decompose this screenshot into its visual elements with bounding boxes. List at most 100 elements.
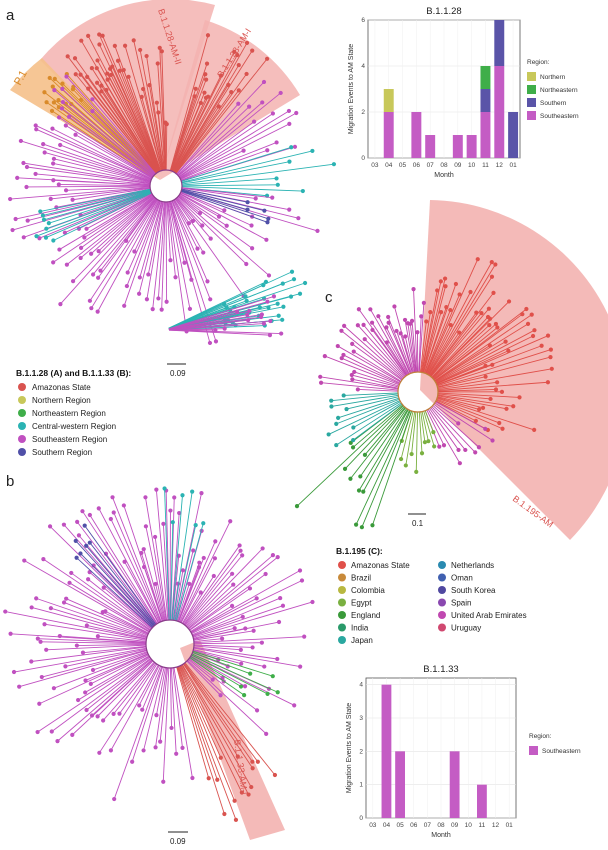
tree-branch [352, 403, 403, 441]
tree-branch [424, 410, 434, 433]
tree-branch [87, 578, 152, 630]
tree-tip [195, 246, 200, 251]
tree-branch [177, 196, 270, 276]
tree-tip [310, 599, 315, 605]
tree-branch [23, 162, 151, 184]
tree-branch [171, 200, 211, 300]
tree-tip [504, 406, 509, 411]
tree-branch [98, 196, 155, 252]
tree-branch [166, 201, 171, 261]
tree-branch [170, 667, 177, 754]
tree-branch [388, 322, 411, 374]
tree-branch [39, 191, 152, 239]
tree-branch [35, 173, 151, 185]
tree-tip [21, 160, 26, 166]
tree-branch [433, 308, 527, 381]
tree-tip [265, 220, 270, 225]
tree-branch [434, 314, 532, 382]
tree-tip [235, 52, 240, 58]
tree-branch [76, 557, 153, 629]
tree-branch [192, 601, 313, 638]
tree-tip [356, 488, 362, 493]
tree-branch [26, 166, 151, 185]
tree-branch [181, 150, 313, 183]
tree-tip [232, 798, 237, 803]
tree-tip [294, 110, 299, 116]
tree-branch [426, 291, 471, 375]
legend-c-label: Spain [451, 599, 471, 608]
tree-branch [176, 197, 203, 226]
tree-tip [483, 374, 488, 379]
tree-tip [52, 88, 57, 93]
tree-branch [145, 526, 166, 621]
tree-branch [184, 662, 276, 776]
tree-branch [427, 261, 493, 375]
tree-branch [165, 124, 168, 171]
tree-tip [336, 415, 341, 420]
chart-legend-label: Northern [540, 74, 566, 81]
tree-tip [104, 87, 109, 93]
legend-c-swatch [438, 573, 446, 582]
tree-tip [44, 647, 49, 652]
tree-tip [503, 339, 508, 344]
tree-branch [430, 407, 466, 451]
tree-branch [174, 198, 245, 297]
tree-tip [342, 323, 347, 328]
chart-legend-label: Southern [540, 100, 567, 107]
tree-branch [386, 327, 410, 375]
tree-branch [193, 638, 223, 642]
tree-tip [73, 538, 78, 543]
tree-branch [171, 555, 180, 621]
tree-branch [436, 398, 500, 424]
tree-branch [176, 103, 239, 175]
tree-branch [37, 638, 147, 644]
tree-branch [112, 497, 162, 622]
tree-branch [60, 197, 156, 305]
tree-branch [409, 323, 417, 373]
tree-tip [489, 260, 494, 265]
tree-branch [126, 200, 161, 287]
tree-branch [181, 187, 273, 199]
tree-tip [168, 258, 173, 263]
tree-tip [73, 132, 78, 137]
tree-branch [169, 35, 209, 171]
x-tick-label: 08 [440, 162, 448, 169]
tree-tip [153, 581, 158, 587]
tree-branch [70, 572, 151, 631]
tree-branch [89, 199, 158, 302]
tree-branch [179, 541, 216, 623]
tree-tip [281, 304, 286, 309]
tree-branch [89, 514, 158, 624]
legend-ab: B.1.1.28 (A) and B.1.1.33 (B): Amazonas … [16, 368, 131, 457]
tree-branch [36, 128, 152, 181]
tree-branch [169, 667, 172, 728]
tree-branch [193, 642, 262, 645]
tree-branch [174, 106, 220, 173]
tree-tip [8, 631, 13, 636]
tree-tip [532, 427, 537, 432]
tree-tip [238, 684, 244, 689]
tree-tip [545, 380, 551, 385]
tree-branch [357, 324, 405, 378]
tree-tip [100, 33, 105, 38]
scale-label-c: 0.1 [412, 519, 424, 528]
legend-c-label: Uruguay [451, 624, 481, 633]
tree-branch [437, 381, 498, 391]
tree-tip [260, 100, 265, 105]
tree-branch [46, 644, 147, 651]
bar [466, 135, 477, 158]
tree-branch [321, 382, 399, 391]
panel-b: b B.1.1.33-AM-I 0.09 [3, 473, 315, 846]
tree-tip [296, 216, 301, 221]
tree-tip [384, 340, 389, 345]
tree-tip [247, 308, 252, 313]
tree-tip [42, 90, 47, 95]
tree-branch [82, 510, 158, 625]
legend-c-swatch [438, 611, 446, 619]
tree-tip [278, 595, 283, 601]
tree-tip [232, 49, 237, 54]
tree-branch [189, 573, 266, 631]
tree-branch [436, 397, 535, 431]
tree-tip [244, 71, 249, 77]
tree-branch [85, 653, 149, 681]
